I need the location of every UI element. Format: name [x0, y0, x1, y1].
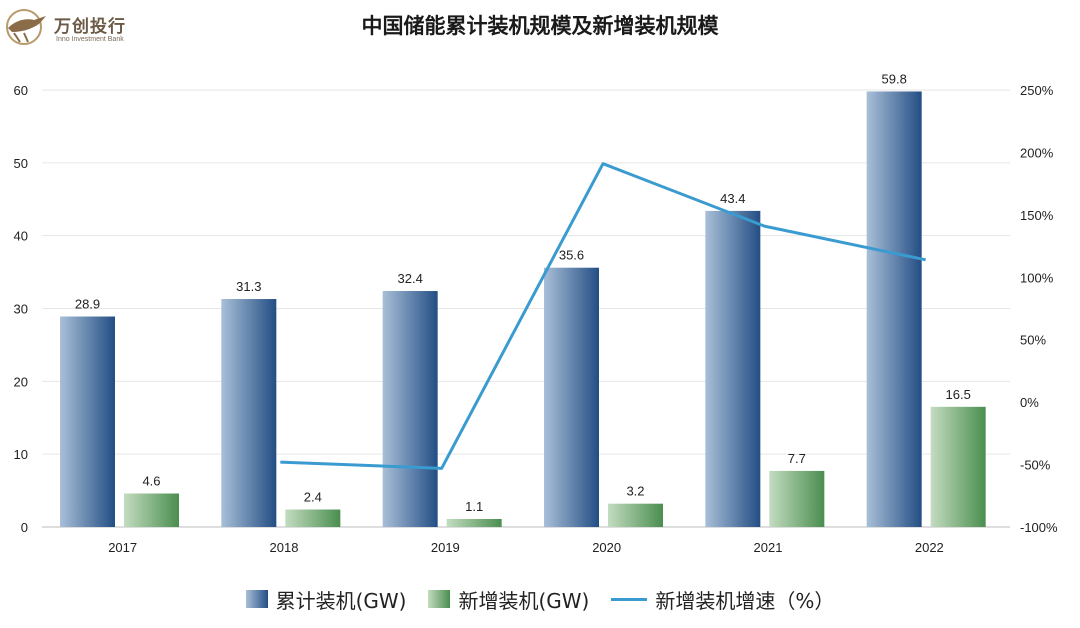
growth-line-path	[280, 162, 926, 470]
horse-logo-icon	[6, 9, 46, 45]
x-axis: 2017 2018 2019 2020 2021 2022	[108, 540, 944, 555]
y2-tick-label: 100%	[1020, 270, 1054, 285]
legend-swatch-line	[611, 597, 648, 601]
bar-cumulative	[221, 299, 277, 527]
bar-new	[446, 518, 502, 527]
x-tick-label: 2021	[754, 540, 783, 555]
y-tick-label: 60	[14, 83, 28, 98]
data-label-new: 4.6	[142, 473, 160, 488]
data-label-cumulative: 32.4	[398, 271, 423, 286]
bar-cumulative	[382, 291, 438, 527]
legend-swatch-blue	[245, 590, 268, 608]
y2-tick-label: -50%	[1020, 458, 1051, 473]
y2-tick-label: 150%	[1020, 208, 1054, 223]
legend-label-new: 新增装机(GW)	[458, 588, 590, 613]
bar-new	[930, 406, 986, 527]
data-label-new: 16.5	[946, 387, 971, 402]
y-tick-label: 20	[14, 374, 28, 389]
data-label-cumulative: 43.4	[720, 191, 745, 206]
legend-item-cumulative: 累计装机(GW)	[245, 585, 407, 614]
data-label-new: 3.2	[626, 484, 644, 499]
data-label-cumulative: 31.3	[236, 279, 261, 294]
data-label-cumulative: 28.9	[75, 297, 100, 312]
bar-cumulative	[544, 267, 599, 527]
bar-cumulative	[705, 210, 761, 528]
chart-title: 中国储能累计装机规模及新增装机规模	[361, 13, 719, 38]
legend-item-growth: 新增装机增速（%）	[611, 585, 834, 614]
y-tick-label: 50	[14, 156, 28, 171]
y-tick-label: 40	[14, 229, 28, 244]
bars: 28.9 4.6 31.3 2.4 32.4 1.1 35.6 3.2 43.4 7.7 59.8 1…	[60, 71, 986, 528]
y2-tick-label: 50%	[1020, 333, 1046, 348]
bar-new	[124, 493, 179, 527]
y-tick-label: 30	[14, 302, 28, 317]
legend-swatch-green	[428, 590, 451, 608]
legend: 累计装机(GW) 新增装机(GW) 新增装机增速（%）	[0, 582, 1080, 616]
bar-cumulative	[60, 316, 115, 527]
x-tick-label: 2022	[915, 540, 944, 555]
y2-tick-label: 0%	[1020, 395, 1039, 410]
legend-item-new: 新增装机(GW)	[428, 585, 589, 614]
y-axis-right: -100% -50% 0% 50% 100% 150% 200% 250%	[1020, 83, 1058, 535]
bar-new	[608, 503, 663, 527]
y-tick-label: 0	[21, 520, 28, 535]
x-tick-label: 2020	[592, 540, 621, 555]
bar-new	[285, 509, 341, 527]
bar-new	[769, 470, 825, 527]
logo: 万创投行 Inno Investment Bank	[4, 6, 164, 48]
data-label-cumulative: 35.6	[559, 248, 584, 263]
y2-tick-label: 250%	[1020, 83, 1054, 98]
legend-label-growth: 新增装机增速（%）	[655, 588, 835, 613]
data-label-new: 1.1	[465, 499, 483, 514]
chart: 0 10 20 30 40 50 60 -100% -50% 0% 50% 100% 150% 200%…	[14, 71, 1058, 555]
logo-name: 万创投行	[54, 17, 126, 37]
data-label-cumulative: 59.8	[882, 71, 907, 86]
data-label-new: 7.7	[788, 451, 806, 466]
x-tick-label: 2018	[270, 540, 299, 555]
y-tick-label: 10	[14, 447, 28, 462]
y2-tick-label: -100%	[1020, 520, 1058, 535]
y-axis-left: 0 10 20 30 40 50 60	[14, 83, 28, 535]
data-label-new: 2.4	[304, 490, 322, 505]
y2-tick-label: 200%	[1020, 145, 1054, 160]
bar-cumulative	[866, 91, 922, 527]
legend-label-cumulative: 累计装机(GW)	[275, 588, 407, 613]
growth-line	[280, 162, 926, 470]
x-tick-label: 2019	[431, 540, 460, 555]
x-tick-label: 2017	[108, 540, 137, 555]
logo-subtitle: Inno Investment Bank	[56, 36, 124, 43]
